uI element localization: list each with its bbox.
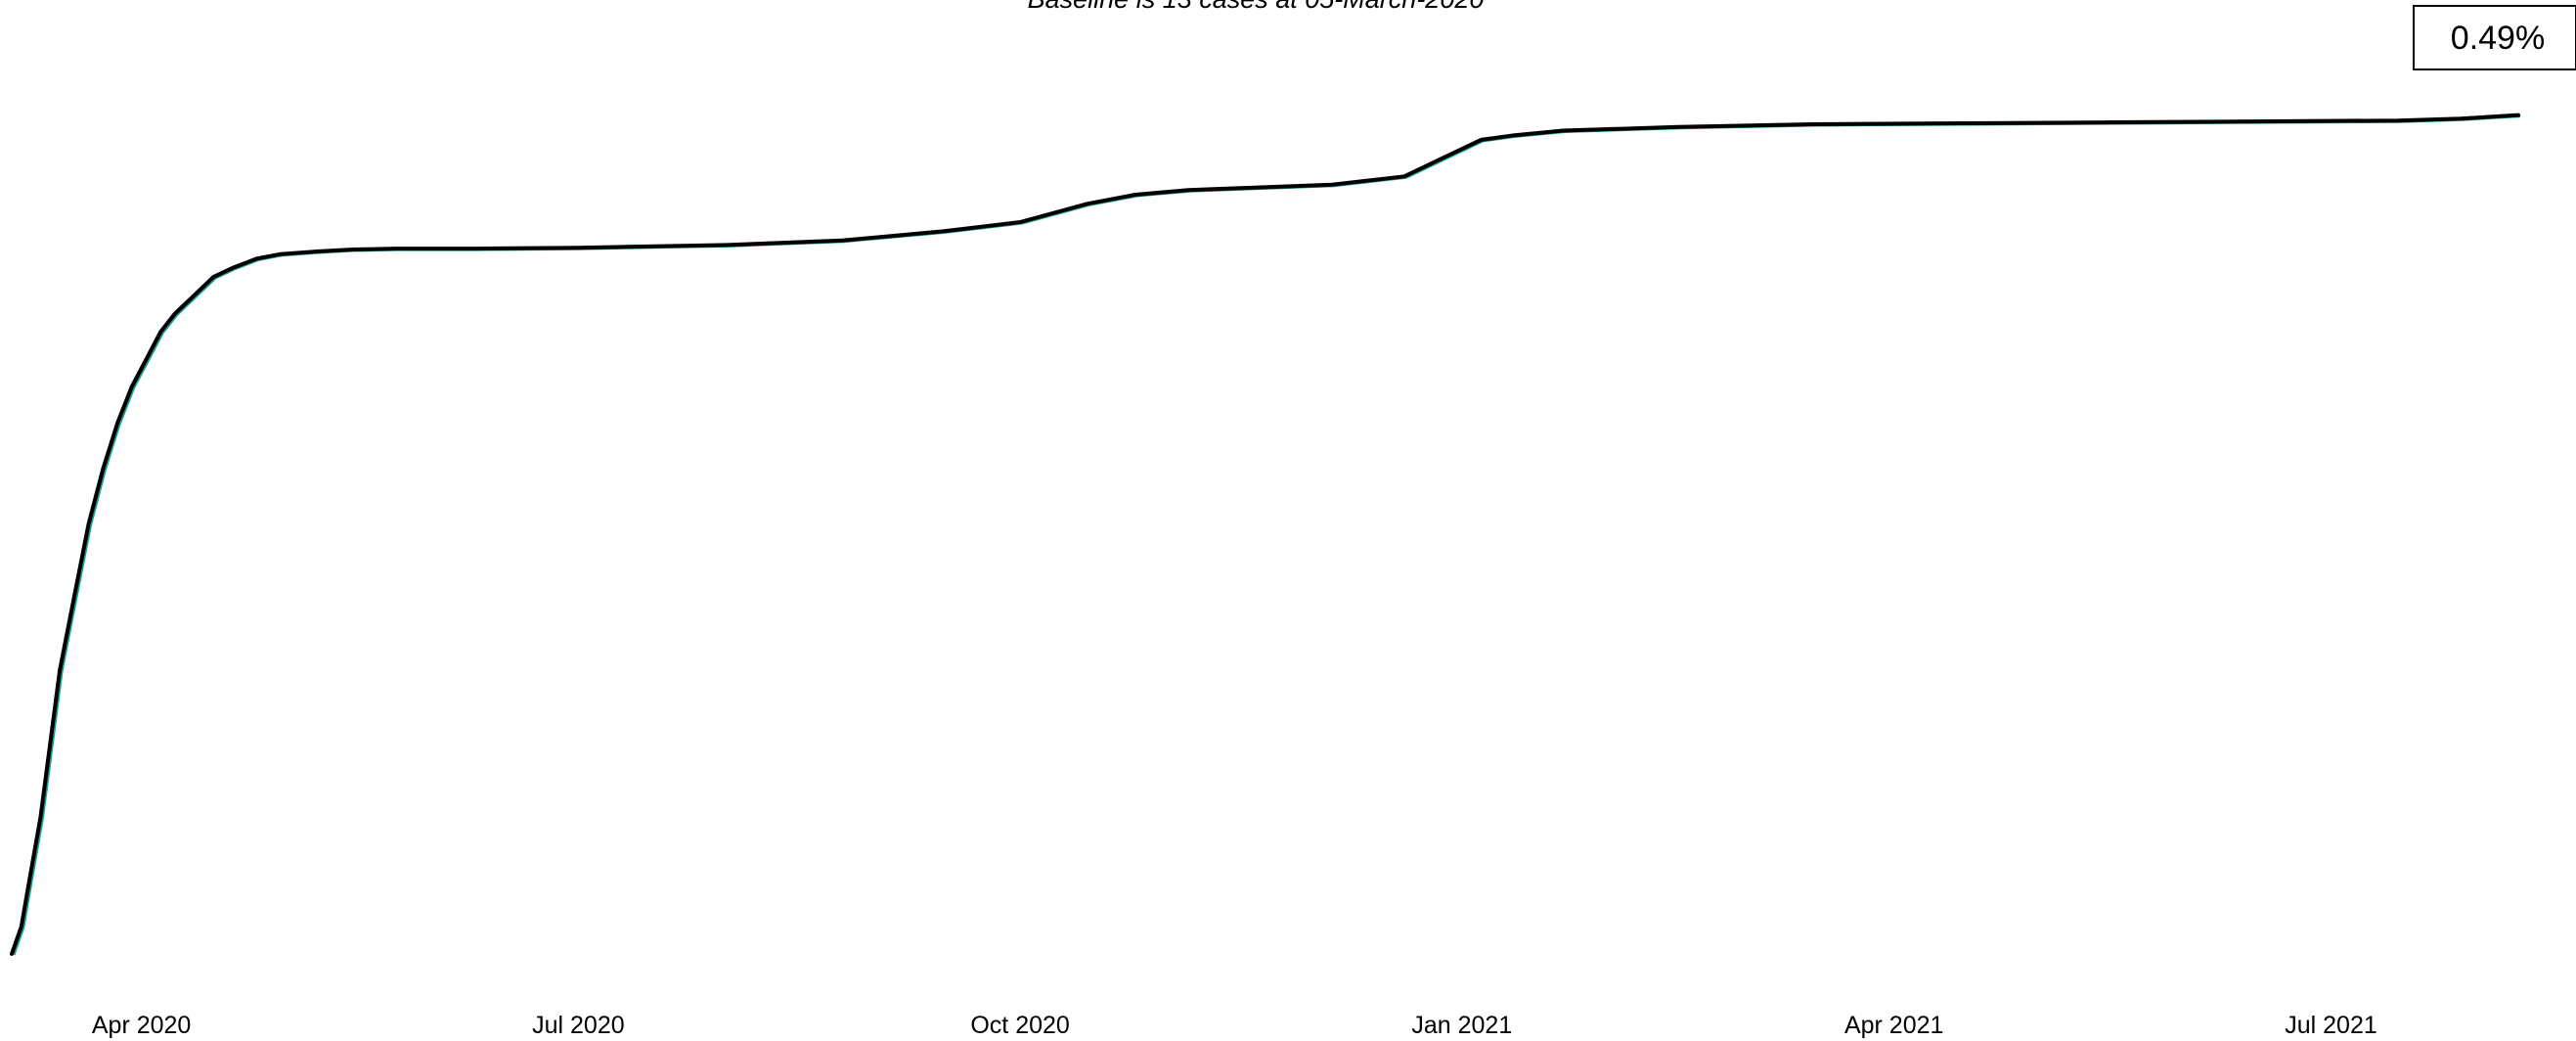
series-line-shadow	[14, 116, 2520, 955]
x-tick-label: Apr 2020	[92, 1012, 191, 1039]
end-value-label: 0.49%	[2414, 6, 2576, 69]
x-tick-label: Jul 2020	[532, 1012, 625, 1039]
x-tick-label: Oct 2020	[970, 1012, 1069, 1039]
x-tick-label: Apr 2021	[1844, 1012, 1943, 1039]
baseline-caption: * Baseline is 13 cases at 05-March-2020	[1010, 0, 1485, 14]
series-layer	[12, 115, 2520, 955]
x-tick-label: Jul 2021	[2285, 1012, 2377, 1039]
x-axis: Apr 2020 Jul 2020 Oct 2020 Jan 2021 Apr 2021…	[92, 1012, 2377, 1039]
x-tick-label: Jan 2021	[1411, 1012, 1512, 1039]
series-line	[12, 115, 2518, 954]
end-value-label-text: 0.49%	[2451, 20, 2545, 57]
